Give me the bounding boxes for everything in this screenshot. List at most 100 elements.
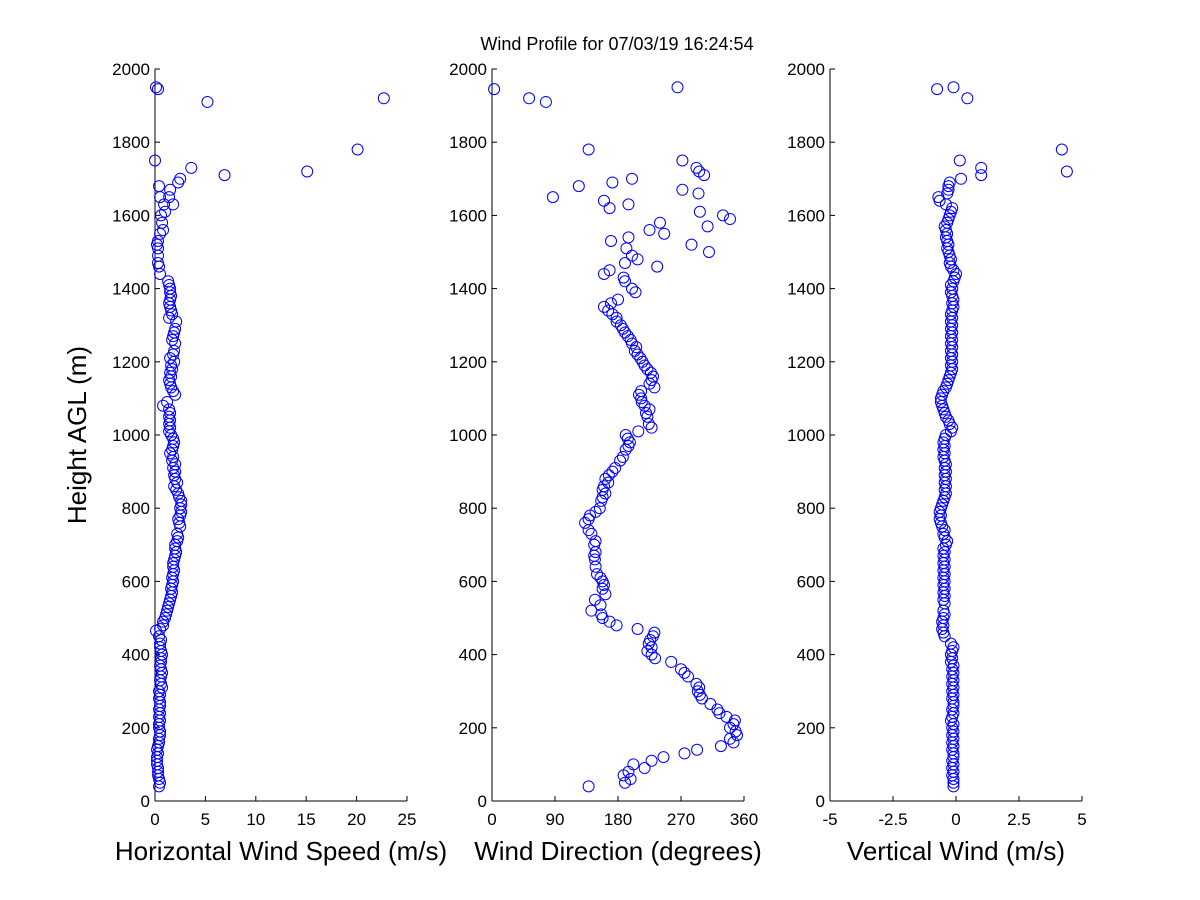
- x-tick-label: 180: [604, 810, 632, 829]
- data-point: [645, 648, 658, 661]
- data-point: [622, 231, 635, 244]
- data-point: [546, 191, 559, 204]
- data-point: [676, 154, 689, 167]
- data-point: [631, 348, 644, 361]
- data-point: [649, 652, 662, 665]
- y-tick-label: 1600: [449, 206, 487, 225]
- data-point: [585, 604, 598, 617]
- data-point: [693, 688, 706, 701]
- y-tick-label: 200: [797, 719, 825, 738]
- data-point: [159, 205, 172, 218]
- data-point: [169, 322, 182, 335]
- data-point: [218, 169, 231, 182]
- data-point: [619, 326, 631, 339]
- data-point: [693, 681, 706, 694]
- data-point: [931, 83, 944, 96]
- data-point: [152, 83, 165, 96]
- x-axis-label: Vertical Wind (m/s): [847, 836, 1065, 866]
- y-tick-label: 600: [797, 572, 825, 591]
- y-tick-label: 0: [478, 792, 487, 811]
- data-point: [488, 83, 501, 96]
- y-tick-label: 800: [459, 499, 487, 518]
- x-tick-label: 5: [201, 810, 210, 829]
- data-point: [616, 450, 629, 463]
- x-tick-label: 5: [1077, 810, 1086, 829]
- data-point: [934, 396, 947, 409]
- data-point: [153, 630, 166, 643]
- x-tick-label: -5: [822, 810, 837, 829]
- data-point: [589, 535, 602, 548]
- y-tick-label: 0: [816, 792, 825, 811]
- x-tick-label: 90: [546, 810, 565, 829]
- y-tick-label: 1000: [787, 426, 825, 445]
- y-tick-label: 800: [797, 499, 825, 518]
- data-point: [149, 154, 161, 167]
- data-point: [616, 322, 629, 335]
- data-points: [931, 81, 1073, 793]
- data-point: [588, 553, 601, 566]
- data-point: [153, 180, 166, 193]
- data-point: [975, 161, 988, 174]
- data-point: [704, 698, 717, 711]
- y-tick-label: 1400: [112, 280, 150, 299]
- data-point: [582, 780, 595, 793]
- data-point: [602, 304, 615, 317]
- x-tick-label: 0: [487, 810, 496, 829]
- data-point: [657, 751, 670, 764]
- data-point: [602, 476, 615, 489]
- data-point: [720, 710, 733, 723]
- data-point: [614, 319, 627, 332]
- y-tick-label: 1400: [787, 280, 825, 299]
- data-point: [685, 238, 698, 251]
- x-tick-label: 10: [246, 810, 265, 829]
- y-axis-label: Height AGL (m): [62, 346, 92, 524]
- y-tick-label: 1600: [112, 206, 150, 225]
- data-point: [582, 143, 595, 156]
- data-point: [640, 407, 652, 420]
- x-tick-label: 0: [150, 810, 159, 829]
- y-tick-label: 1200: [449, 353, 487, 372]
- data-point: [696, 692, 708, 705]
- data-point: [175, 498, 188, 511]
- y-tick-label: 1000: [112, 426, 150, 445]
- data-point: [691, 743, 704, 756]
- data-point: [610, 315, 623, 328]
- y-tick-label: 1800: [112, 133, 150, 152]
- y-tick-label: 2000: [112, 60, 150, 79]
- data-point: [651, 260, 664, 273]
- data-point: [351, 143, 364, 156]
- data-point: [598, 194, 610, 207]
- data-point: [703, 246, 715, 258]
- data-point: [641, 644, 654, 657]
- data-point: [648, 626, 661, 639]
- data-point: [152, 235, 165, 248]
- x-tick-label: 15: [297, 810, 316, 829]
- data-point: [714, 740, 727, 753]
- data-point: [644, 366, 657, 379]
- data-point: [157, 224, 170, 237]
- data-point: [665, 655, 678, 668]
- x-tick-label: 360: [730, 810, 758, 829]
- data-point: [152, 256, 165, 269]
- data-point: [594, 571, 607, 584]
- data-point: [591, 568, 603, 581]
- data-point: [156, 216, 169, 229]
- data-point: [377, 92, 390, 105]
- data-point: [301, 165, 314, 178]
- data-point: [678, 747, 691, 760]
- data-point: [633, 388, 645, 401]
- y-tick-label: 400: [122, 646, 150, 665]
- x-tick-label: 270: [667, 810, 695, 829]
- figure-title: Wind Profile for 07/03/19 16:24:54: [480, 34, 753, 54]
- data-point: [644, 633, 657, 646]
- data-point: [645, 421, 658, 434]
- data-point: [627, 758, 640, 771]
- data-point: [172, 176, 185, 189]
- data-point: [941, 535, 954, 548]
- y-tick-label: 2000: [787, 60, 825, 79]
- data-point: [946, 202, 959, 215]
- data-point: [642, 418, 655, 431]
- data-point: [612, 293, 624, 306]
- y-tick-label: 0: [141, 792, 150, 811]
